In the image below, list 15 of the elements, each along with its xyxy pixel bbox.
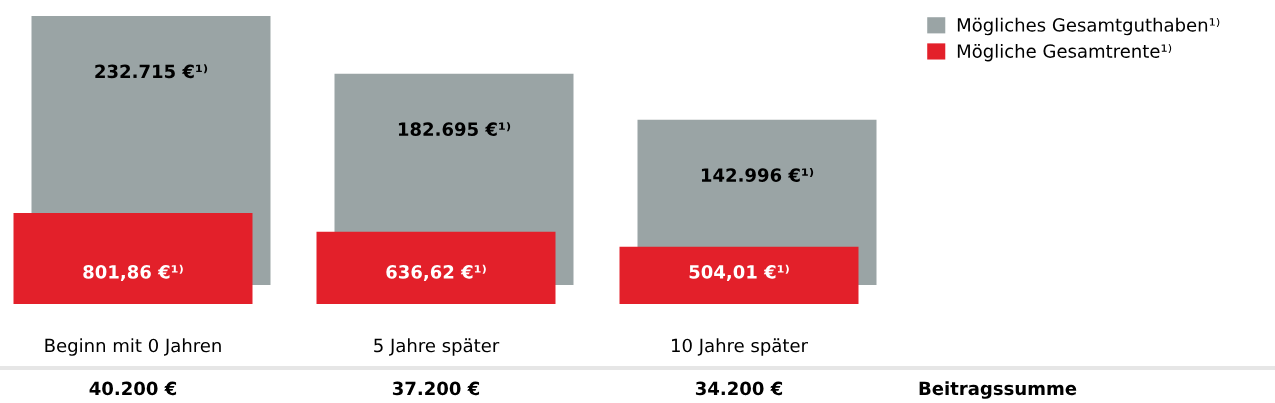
data-label: 142.996 €¹⁾ — [701, 168, 814, 182]
x-tick-label: 5 Jahre später — [374, 338, 500, 356]
data-label: 801,86 €¹⁾ — [83, 264, 183, 281]
data-label: 636,62 €¹⁾ — [386, 264, 486, 281]
legend-label: Mögliche Gesamtrente¹⁾ — [957, 43, 1172, 62]
text: 34.200 € — [695, 381, 783, 396]
data-label: 504,01 €¹⁾ — [689, 264, 789, 281]
data-label: 182.695 €¹⁾ — [398, 122, 511, 136]
x-tick-label: 10 Jahre später — [672, 338, 808, 356]
text: 37.200 € — [392, 381, 480, 396]
x-tick-label: Beginn mit 0 Jahren — [45, 338, 221, 356]
text: 40.200 € — [89, 381, 177, 396]
text: Beitragssumme — [919, 381, 1077, 399]
legend-label: Mögliches Gesamtguthaben¹⁾ — [957, 17, 1220, 36]
data-label: 232.715 €¹⁾ — [95, 64, 208, 79]
